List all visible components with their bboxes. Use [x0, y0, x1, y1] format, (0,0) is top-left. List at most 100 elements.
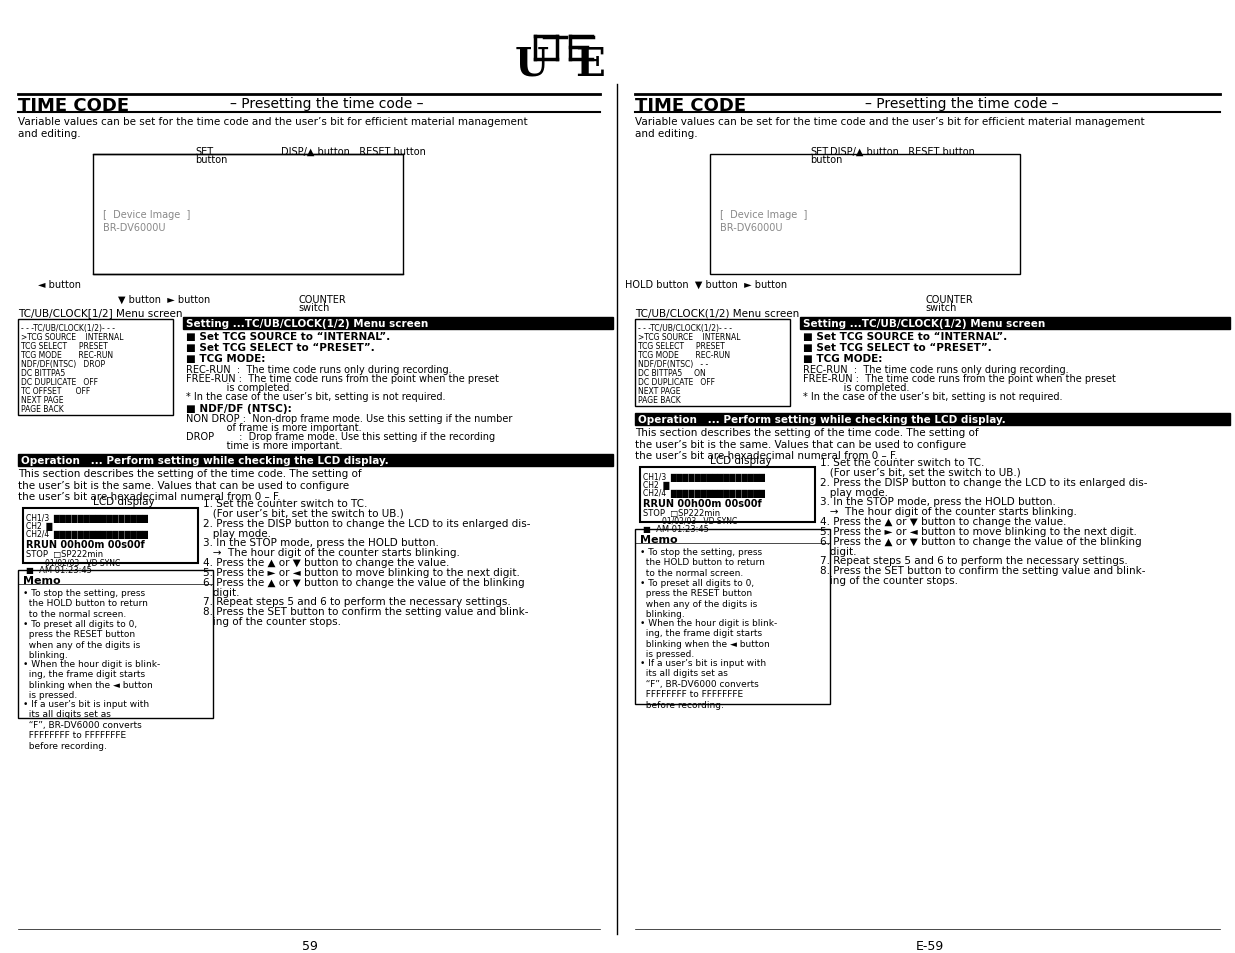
Text: DC BITTPA5     ON: DC BITTPA5 ON — [638, 369, 705, 377]
Text: Setting ...TC/UB/CLOCK(1/2) Menu screen: Setting ...TC/UB/CLOCK(1/2) Menu screen — [186, 318, 429, 329]
Text: • To stop the setting, press
  the HOLD button to return
  to the normal screen.: • To stop the setting, press the HOLD bu… — [640, 547, 764, 578]
Text: play mode.: play mode. — [203, 529, 270, 538]
Text: 3. In the STOP mode, press the HOLD button.: 3. In the STOP mode, press the HOLD butt… — [203, 537, 438, 547]
Text: • When the hour digit is blink-
  ing, the frame digit starts
  blinking when th: • When the hour digit is blink- ing, the… — [640, 618, 777, 659]
Text: 5. Press the ► or ◄ button to move blinking to the next digit.: 5. Press the ► or ◄ button to move blink… — [820, 526, 1137, 537]
Text: is completed.: is completed. — [186, 382, 293, 393]
Text: CH2  █: CH2 █ — [26, 521, 52, 531]
Text: U  E: U E — [515, 45, 605, 83]
Text: 01/02/03   VD SYNC: 01/02/03 VD SYNC — [26, 558, 120, 566]
Text: BR-DV6000U: BR-DV6000U — [103, 223, 165, 233]
Text: (For user’s bit, set the switch to UB.): (For user’s bit, set the switch to UB.) — [203, 509, 404, 518]
Text: 4. Press the ▲ or ▼ button to change the value.: 4. Press the ▲ or ▼ button to change the… — [203, 558, 450, 567]
Text: * In the case of the user’s bit, setting is not required.: * In the case of the user’s bit, setting… — [186, 392, 446, 401]
Text: →  The hour digit of the counter starts blinking.: → The hour digit of the counter starts b… — [820, 506, 1077, 517]
Text: CH2/4  ████████████████: CH2/4 ████████████████ — [643, 489, 764, 497]
Text: DC DUPLICATE   OFF: DC DUPLICATE OFF — [638, 377, 715, 387]
Text: DROP        :  Drop frame mode. Use this setting if the recording: DROP : Drop frame mode. Use this setting… — [186, 432, 495, 441]
Bar — [640, 468, 815, 522]
Text: 2. Press the DISP button to change the LCD to its enlarged dis-: 2. Press the DISP button to change the L… — [820, 477, 1147, 488]
Text: switch: switch — [298, 303, 330, 313]
Text: NEXT PAGE: NEXT PAGE — [21, 395, 63, 405]
Text: 6. Press the ▲ or ▼ button to change the value of the blinking: 6. Press the ▲ or ▼ button to change the… — [203, 578, 525, 587]
Text: • If a user’s bit is input with
  its all digits set as
  “F”, BR-DV6000 convert: • If a user’s bit is input with its all … — [23, 700, 149, 750]
Text: button: button — [810, 154, 842, 165]
Bar — [93, 154, 403, 274]
Text: PAGE BACK: PAGE BACK — [638, 395, 680, 405]
Text: NON DROP :  Non-drop frame mode. Use this setting if the number: NON DROP : Non-drop frame mode. Use this… — [186, 414, 513, 423]
Text: TCG SELECT     PRESET: TCG SELECT PRESET — [21, 341, 107, 351]
Text: CH2/4  ████████████████: CH2/4 ████████████████ — [26, 530, 148, 538]
Text: TCG MODE       REC-RUN: TCG MODE REC-RUN — [21, 351, 114, 359]
Bar — [23, 509, 198, 563]
Text: COUNTER: COUNTER — [925, 294, 973, 305]
Text: FREE-RUN :  The time code runs from the point when the preset: FREE-RUN : The time code runs from the p… — [803, 374, 1116, 384]
Text: digit.: digit. — [203, 587, 240, 598]
Text: →  The hour digit of the counter starts blinking.: → The hour digit of the counter starts b… — [203, 547, 459, 558]
Bar — [800, 317, 1230, 330]
Text: is completed.: is completed. — [803, 382, 909, 393]
Text: REC-RUN  :  The time code runs only during recording.: REC-RUN : The time code runs only during… — [186, 365, 452, 375]
Text: * In the case of the user’s bit, setting is not required.: * In the case of the user’s bit, setting… — [803, 392, 1062, 401]
Text: CH1/3  ████████████████: CH1/3 ████████████████ — [643, 473, 764, 481]
Text: REC-RUN  :  The time code runs only during recording.: REC-RUN : The time code runs only during… — [803, 365, 1068, 375]
Text: PAGE BACK: PAGE BACK — [21, 405, 64, 414]
Text: RRUN 00h00m 00s00f: RRUN 00h00m 00s00f — [26, 539, 144, 550]
Text: CH1/3  ████████████████: CH1/3 ████████████████ — [26, 514, 148, 522]
Text: E-59: E-59 — [916, 939, 944, 952]
Text: FREE-RUN :  The time code runs from the point when the preset: FREE-RUN : The time code runs from the p… — [186, 374, 499, 384]
Text: ing of the counter stops.: ing of the counter stops. — [203, 617, 341, 626]
Text: BR-DV6000U: BR-DV6000U — [720, 223, 783, 233]
Text: LCD display: LCD display — [710, 456, 772, 465]
Text: time is more important.: time is more important. — [186, 440, 342, 451]
Text: ■ Set TCG SOURCE to “INTERNAL”.: ■ Set TCG SOURCE to “INTERNAL”. — [803, 332, 1008, 341]
Text: ■  AM 01:23:45: ■ AM 01:23:45 — [643, 524, 709, 534]
Text: This section describes the setting of the time code. The setting of
the user’s b: This section describes the setting of th… — [19, 469, 362, 501]
Text: SET: SET — [195, 147, 214, 157]
Text: ▼ button  ► button: ▼ button ► button — [119, 294, 210, 305]
Bar — [19, 455, 613, 467]
Text: 7. Repeat steps 5 and 6 to perform the necessary settings.: 7. Repeat steps 5 and 6 to perform the n… — [820, 556, 1128, 565]
Text: >TCG SOURCE    INTERNAL: >TCG SOURCE INTERNAL — [638, 333, 741, 341]
Text: CH2  █: CH2 █ — [643, 480, 669, 490]
Text: This section describes the setting of the time code. The setting of
the user’s b: This section describes the setting of th… — [635, 428, 978, 460]
Text: • When the hour digit is blink-
  ing, the frame digit starts
  blinking when th: • When the hour digit is blink- ing, the… — [23, 659, 161, 700]
Text: HOLD button  ▼ button  ► button: HOLD button ▼ button ► button — [625, 280, 787, 290]
Text: RRUN 00h00m 00s00f: RRUN 00h00m 00s00f — [643, 498, 762, 509]
Text: COUNTER: COUNTER — [298, 294, 346, 305]
Text: ■  AM 01:23:45: ■ AM 01:23:45 — [26, 565, 91, 575]
Text: LCD display: LCD display — [93, 497, 154, 506]
Text: TCG SELECT     PRESET: TCG SELECT PRESET — [638, 341, 725, 351]
Text: - - -TC/UB/CLOCK(1/2)- - -: - - -TC/UB/CLOCK(1/2)- - - — [21, 324, 115, 333]
Text: TIME CODE: TIME CODE — [635, 97, 746, 115]
Bar — [635, 530, 830, 704]
Text: TC/UB/CLOCK[1/2] Menu screen: TC/UB/CLOCK[1/2] Menu screen — [19, 308, 183, 317]
Text: Setting ...TC/UB/CLOCK(1/2) Menu screen: Setting ...TC/UB/CLOCK(1/2) Menu screen — [803, 318, 1045, 329]
Text: TC/UB/CLOCK(1/2) Menu screen: TC/UB/CLOCK(1/2) Menu screen — [635, 308, 799, 317]
Bar — [635, 414, 1230, 426]
Text: ■ NDF/DF (NTSC):: ■ NDF/DF (NTSC): — [186, 403, 291, 414]
Text: Memo: Memo — [640, 535, 678, 544]
Text: 1. Set the counter switch to TC.: 1. Set the counter switch to TC. — [203, 498, 367, 509]
Text: digit.: digit. — [820, 546, 857, 557]
Text: Variable values can be set for the time code and the user’s bit for efficient ma: Variable values can be set for the time … — [19, 117, 527, 138]
Text: >TCG SOURCE    INTERNAL: >TCG SOURCE INTERNAL — [21, 333, 124, 341]
Text: TC OFFSET      OFF: TC OFFSET OFF — [21, 387, 90, 395]
Text: 3. In the STOP mode, press the HOLD button.: 3. In the STOP mode, press the HOLD butt… — [820, 497, 1056, 506]
Text: TIME CODE: TIME CODE — [19, 97, 130, 115]
Text: 4. Press the ▲ or ▼ button to change the value.: 4. Press the ▲ or ▼ button to change the… — [820, 517, 1066, 526]
Text: • If a user’s bit is input with
  its all digits set as
  “F”, BR-DV6000 convert: • If a user’s bit is input with its all … — [640, 659, 766, 709]
Text: STOP  □SP222min: STOP □SP222min — [643, 509, 720, 517]
Text: • To preset all digits to 0,
  press the RESET button
  when any of the digits i: • To preset all digits to 0, press the R… — [640, 578, 757, 618]
Text: play mode.: play mode. — [820, 488, 888, 497]
Text: 7. Repeat steps 5 and 6 to perform the necessary settings.: 7. Repeat steps 5 and 6 to perform the n… — [203, 597, 511, 606]
Bar — [710, 154, 1020, 274]
Text: Memo: Memo — [23, 576, 61, 585]
Text: STOP  □SP222min: STOP □SP222min — [26, 550, 104, 558]
Text: (For user’s bit, set the switch to UB.): (For user’s bit, set the switch to UB.) — [820, 468, 1021, 477]
Text: 1. Set the counter switch to TC.: 1. Set the counter switch to TC. — [820, 457, 984, 468]
Text: Variable values can be set for the time code and the user’s bit for efficient ma: Variable values can be set for the time … — [635, 117, 1145, 138]
Text: ◄ button: ◄ button — [38, 280, 82, 290]
Bar — [183, 317, 613, 330]
Text: [  Device Image  ]: [ Device Image ] — [720, 210, 808, 220]
